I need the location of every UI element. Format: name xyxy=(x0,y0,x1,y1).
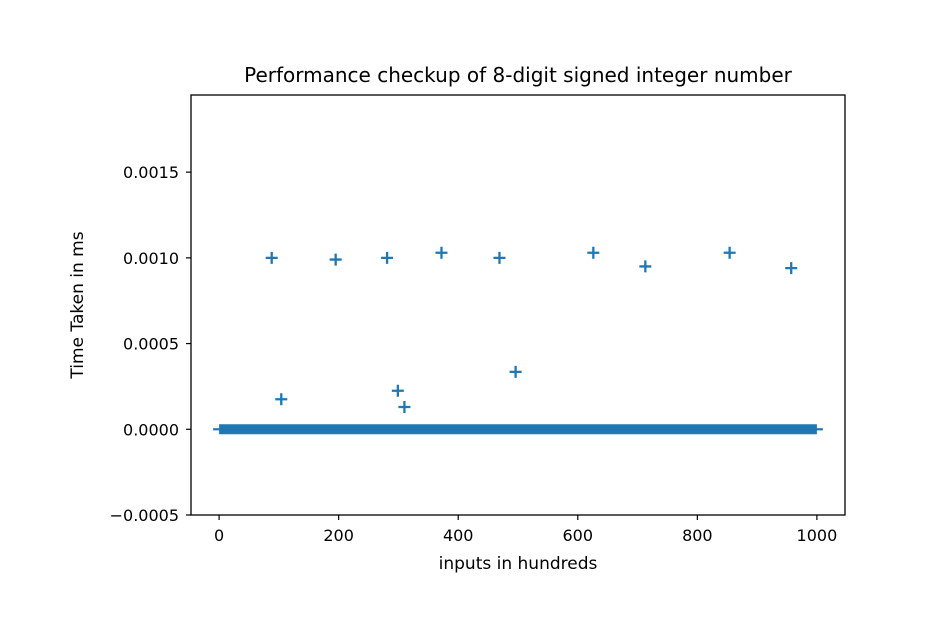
y-axis-label: Time Taken in ms xyxy=(68,231,88,379)
plot-area xyxy=(213,246,823,435)
x-tick-label: 1000 xyxy=(797,526,838,545)
y-tick-label: 0.0005 xyxy=(123,335,179,354)
x-tick-label: 800 xyxy=(682,526,713,545)
data-point xyxy=(435,246,448,259)
data-point xyxy=(265,251,278,264)
data-point xyxy=(275,393,288,406)
x-axis-label: inputs in hundreds xyxy=(439,554,598,574)
data-point xyxy=(329,253,342,266)
data-point xyxy=(398,401,411,413)
y-tick-label: 0.0010 xyxy=(123,249,179,268)
data-point xyxy=(785,262,798,275)
y-tick-label: 0.0015 xyxy=(123,163,179,182)
x-tick-label: 600 xyxy=(563,526,594,545)
x-tick-label: 400 xyxy=(443,526,474,545)
y-axis: −0.0005 0.0000 0.0005 0.0010 0.0015 xyxy=(110,163,191,525)
data-point xyxy=(639,260,652,273)
data-point xyxy=(509,365,522,378)
data-point xyxy=(723,246,736,259)
data-point xyxy=(587,246,600,259)
plot-frame xyxy=(190,94,846,516)
data-point xyxy=(381,251,394,264)
data-point xyxy=(391,384,404,397)
x-tick-label: 200 xyxy=(323,526,354,545)
x-tick-label: 0 xyxy=(214,526,224,545)
y-tick-label: −0.0005 xyxy=(110,506,179,525)
chart-title: Performance checkup of 8-digit signed in… xyxy=(244,63,793,87)
x-axis: 0 200 400 600 800 1000 xyxy=(214,515,837,545)
data-point xyxy=(493,251,506,264)
y-tick-label: 0.0000 xyxy=(123,420,179,439)
